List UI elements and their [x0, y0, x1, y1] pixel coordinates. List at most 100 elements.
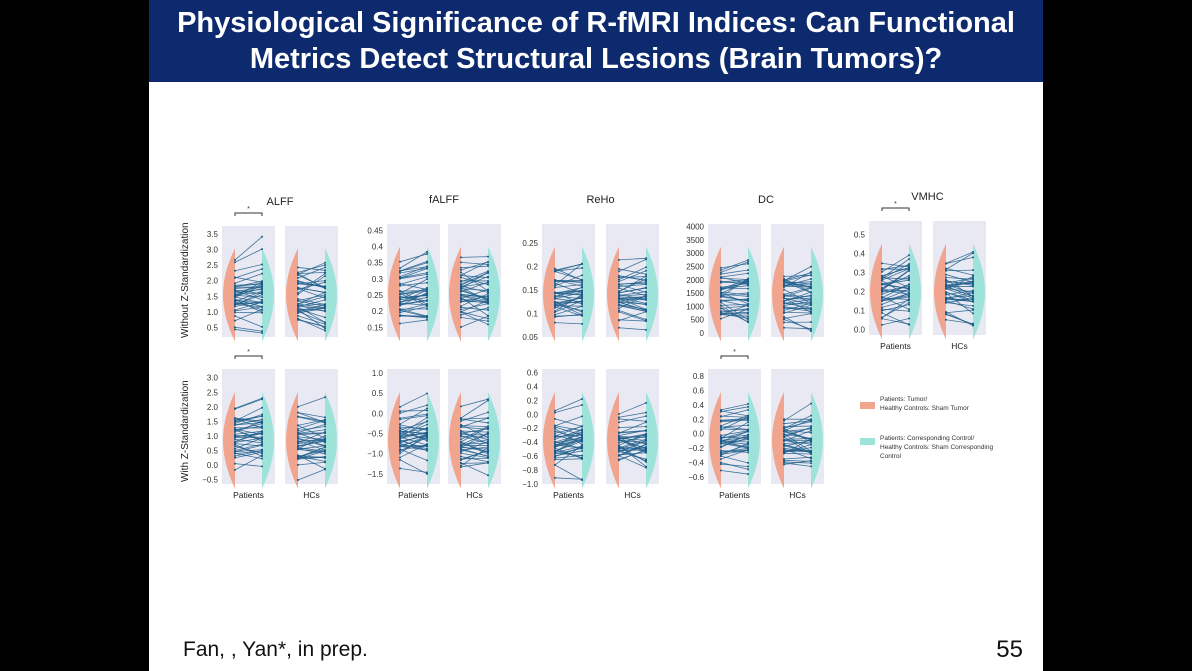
- paired-line: [945, 282, 974, 287]
- data-point: [581, 274, 583, 277]
- data-point: [426, 289, 428, 292]
- data-point: [460, 290, 462, 293]
- paired-line: [234, 420, 263, 433]
- data-point: [261, 465, 263, 468]
- paired-line: [460, 457, 489, 460]
- paired-line: [297, 435, 326, 450]
- violin-tumor: [449, 246, 461, 342]
- data-point: [399, 270, 401, 273]
- data-point: [581, 303, 583, 306]
- data-point: [261, 432, 263, 435]
- paired-line: [945, 252, 974, 270]
- legend-label-control-3: Control: [880, 453, 902, 460]
- paired-line: [720, 292, 749, 296]
- data-point: [783, 439, 785, 442]
- data-point: [747, 321, 749, 324]
- data-point: [881, 293, 883, 296]
- significance-bracket: [881, 207, 910, 211]
- data-point: [908, 265, 910, 268]
- data-point: [261, 301, 263, 304]
- data-point: [487, 288, 489, 291]
- data-point: [645, 458, 647, 461]
- paired-line: [618, 281, 647, 285]
- paired-line: [618, 450, 647, 460]
- data-point: [487, 444, 489, 447]
- data-point: [810, 453, 812, 456]
- data-point: [747, 305, 749, 308]
- data-point: [645, 425, 647, 428]
- data-point: [783, 425, 785, 428]
- data-point: [297, 274, 299, 277]
- data-point: [261, 235, 263, 238]
- paired-line: [720, 449, 749, 455]
- y-tick-label: 0.2: [693, 415, 705, 424]
- data-point: [460, 293, 462, 296]
- data-point: [618, 293, 620, 296]
- data-point: [324, 297, 326, 300]
- data-point: [747, 461, 749, 464]
- data-point: [426, 429, 428, 432]
- paired-line: [720, 419, 749, 423]
- data-point: [261, 296, 263, 299]
- data-point: [747, 318, 749, 321]
- data-point: [487, 455, 489, 458]
- paired-line: [399, 443, 428, 451]
- data-point: [645, 415, 647, 418]
- data-point: [261, 305, 263, 308]
- data-point: [324, 428, 326, 431]
- paired-line: [554, 298, 583, 303]
- data-point: [581, 397, 583, 400]
- data-point: [972, 285, 974, 288]
- y-tick-label: 0.0: [527, 410, 539, 419]
- paired-line: [234, 264, 263, 272]
- y-tick-label: 0.4: [527, 382, 539, 391]
- data-point: [554, 315, 556, 318]
- data-point: [261, 454, 263, 457]
- y-tick-label: 0.3: [372, 275, 384, 284]
- data-point: [747, 269, 749, 272]
- data-point: [972, 300, 974, 303]
- paired-line: [783, 295, 812, 300]
- paired-line: [297, 455, 326, 470]
- violin-control: [748, 392, 760, 489]
- data-point: [297, 429, 299, 432]
- paired-line: [618, 327, 647, 331]
- paired-line: [783, 311, 812, 314]
- y-tick-label: −0.6: [688, 473, 704, 482]
- data-point: [881, 270, 883, 273]
- metric-title: VMHC: [911, 191, 943, 203]
- paired-line: [554, 416, 583, 427]
- violin-tumor: [607, 392, 619, 489]
- data-point: [399, 445, 401, 448]
- y-tick-label: −0.8: [522, 466, 538, 475]
- data-point: [747, 418, 749, 421]
- data-point: [618, 413, 620, 416]
- data-point: [720, 299, 722, 302]
- data-point: [810, 298, 812, 301]
- paired-line: [399, 426, 428, 430]
- data-point: [460, 465, 462, 468]
- data-point: [399, 405, 401, 408]
- data-point: [783, 277, 785, 280]
- data-point: [487, 446, 489, 449]
- data-point: [881, 288, 883, 291]
- data-point: [460, 432, 462, 435]
- data-point: [487, 281, 489, 284]
- data-point: [783, 448, 785, 451]
- data-point: [324, 329, 326, 332]
- paired-line: [720, 403, 749, 411]
- data-point: [261, 413, 263, 416]
- data-point: [324, 316, 326, 319]
- data-point: [783, 288, 785, 291]
- paired-line: [618, 304, 647, 312]
- data-point: [399, 449, 401, 452]
- data-point: [460, 462, 462, 465]
- data-point: [747, 295, 749, 298]
- data-point: [747, 440, 749, 443]
- data-point: [783, 451, 785, 454]
- data-point: [460, 458, 462, 461]
- data-point: [487, 320, 489, 323]
- data-point: [426, 392, 428, 395]
- y-tick-label: −0.5: [202, 476, 218, 485]
- data-point: [460, 266, 462, 269]
